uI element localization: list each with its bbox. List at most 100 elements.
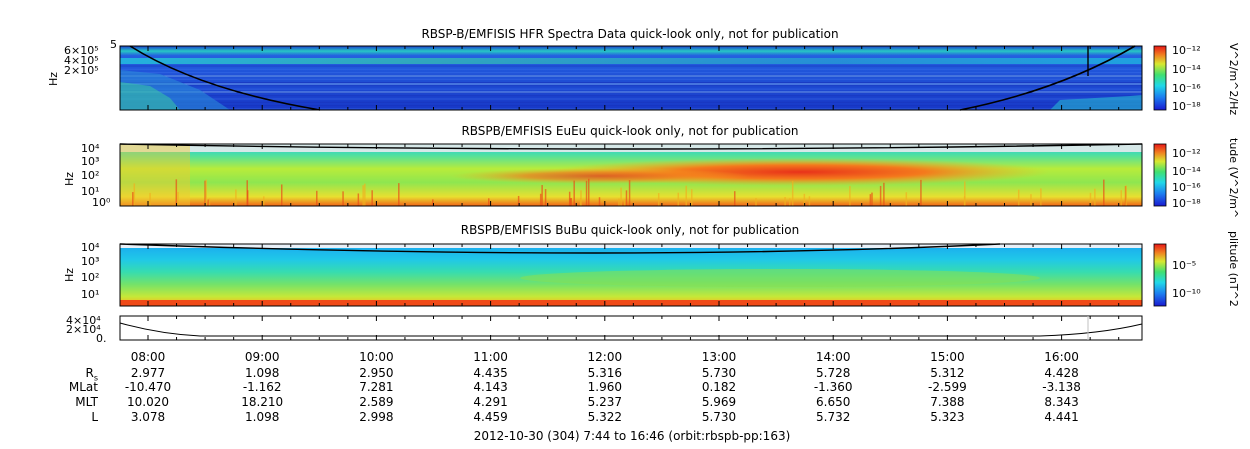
hfr-ytick: 6×10⁵: [64, 44, 99, 57]
eueu-spike: [1030, 194, 1032, 206]
eueu-spike: [569, 198, 572, 206]
ephemeris-value: 8.343: [1044, 395, 1079, 409]
eueu-spike: [205, 179, 207, 206]
eueu-spike: [677, 192, 680, 206]
hfr-panel-title: RBSP-B/EMFISIS HFR Spectra Data quick-lo…: [421, 27, 839, 41]
time-axis-ticks: [147, 46, 1120, 340]
eueu-spike: [246, 180, 248, 206]
hfr-spectrogram: [119, 45, 1143, 111]
hfr-cbar-tick: 10⁻¹⁶: [1172, 82, 1201, 95]
eueu-spike: [398, 183, 400, 206]
ephemeris-value: 4.143: [473, 380, 508, 394]
time-label: 15:00: [930, 350, 965, 364]
eueu-spike: [132, 192, 134, 206]
time-label: 09:00: [244, 350, 280, 364]
eueu-spike: [280, 184, 283, 206]
ephemeris-value: 10.020: [127, 395, 169, 409]
ephemeris-value: 5.730: [701, 366, 737, 380]
eueu-spike: [1103, 179, 1105, 206]
eueu-ylabel: Hz: [63, 171, 76, 186]
eueu-spike: [432, 199, 434, 206]
eueu-spike: [517, 195, 520, 206]
eueu-spike: [879, 185, 882, 206]
line-ytick: 0.: [96, 332, 107, 345]
eueu-spike: [149, 192, 151, 206]
eueu-spike: [789, 198, 791, 206]
bubu-spectrogram: [119, 243, 1143, 307]
eueu-ytick: 10¹: [81, 185, 100, 198]
eueu-spike: [808, 196, 811, 206]
ephemeris-value: 4.428: [1044, 366, 1079, 380]
eueu-spike: [573, 180, 575, 206]
ephemeris-value: 6.650: [816, 395, 851, 409]
bubu-cbar-tick: 10⁻⁵: [1172, 259, 1197, 272]
time-label: 08:00: [130, 350, 166, 364]
eueu-spike: [371, 190, 373, 206]
hfr-cbar-tick: 10⁻¹²: [1172, 44, 1201, 57]
eueu-spike: [207, 199, 210, 206]
hfr-colorbar-label: V^2/m^2/Hz: [1227, 43, 1240, 116]
line-ytick: 2×10⁴: [66, 323, 101, 336]
hfr-cbar-tick: 10⁻¹⁸: [1172, 100, 1201, 113]
ephemeris-value: 4.441: [1044, 410, 1079, 424]
eueu-spike: [364, 183, 366, 206]
eueu-spike: [175, 179, 178, 206]
eueu-cbar-tick: 10⁻¹⁶: [1172, 181, 1201, 194]
hfr-colorbar: [1153, 45, 1167, 111]
eueu-spike: [1094, 188, 1096, 206]
eueu-spike: [691, 189, 693, 206]
eueu-spike: [588, 178, 590, 206]
eueu-spike: [1017, 189, 1020, 206]
eueu-spike: [1040, 188, 1042, 206]
ephemeris-value: 4.291: [473, 395, 508, 409]
ephemeris-value: 4.459: [473, 410, 508, 424]
line-panel: [119, 315, 1143, 341]
eueu-spike: [920, 179, 922, 206]
eueu-spike: [598, 197, 601, 206]
ephemeris-value: 5.312: [930, 366, 965, 380]
hfr-cbar-tick: 10⁻¹⁴: [1172, 63, 1201, 76]
eueu-spike: [316, 190, 318, 206]
eueu-spike: [570, 198, 573, 206]
bubu-ytick: 10²: [81, 271, 100, 284]
eueu-spike: [541, 185, 543, 206]
date-range-footer: 2012-10-30 (304) 7:44 to 16:46 (orbit:rb…: [473, 429, 791, 443]
ephemeris-value: 18.210: [241, 395, 284, 409]
eueu-spike: [784, 197, 786, 206]
eueu-spike: [539, 193, 542, 206]
eueu-spike: [905, 192, 908, 206]
ephemeris-value: 2.977: [130, 366, 166, 380]
eueu-spike: [849, 185, 851, 206]
eueu-spike: [1089, 192, 1092, 206]
eueu-spike: [342, 191, 344, 206]
eueu-spike: [133, 183, 136, 206]
eueu-ytick: 10³: [81, 155, 100, 168]
ephemeris-value: 1.960: [587, 380, 622, 394]
hfr-ylabel: Hz: [47, 71, 60, 86]
eueu-spike: [544, 189, 547, 206]
hfr-ytick-top: 5: [110, 38, 117, 51]
eueu-spike: [625, 190, 628, 206]
time-label: 14:00: [815, 350, 851, 364]
ephemeris-value: 1.098: [245, 410, 280, 424]
ephemeris-value: 5.732: [816, 410, 851, 424]
ephemeris-value: -1.162: [242, 380, 282, 394]
eueu-spike: [755, 198, 757, 206]
bubu-panel-title: RBSPB/EMFISIS BuBu quick-look only, not …: [460, 223, 800, 237]
ephem-label-rs: Rs: [85, 366, 98, 383]
ephemeris-value: 1.098: [245, 366, 280, 380]
ephemeris-value: 5.237: [587, 395, 622, 409]
ephemeris-value: 5.316: [587, 366, 622, 380]
ephemeris-value: -2.599: [928, 380, 967, 394]
eueu-spike: [1125, 185, 1127, 206]
ephemeris-value: -10.470: [124, 380, 172, 394]
eueu-ytick: 10⁴: [81, 142, 100, 155]
eueu-spike: [1120, 190, 1122, 206]
eueu-cbar-tick: 10⁻¹⁸: [1172, 197, 1201, 210]
eueu-cbar-tick: 10⁻¹⁴: [1172, 165, 1201, 178]
time-label: 16:00: [1044, 350, 1079, 364]
eueu-spike: [623, 198, 626, 206]
hfr-ytick: 4×10⁵: [64, 54, 99, 67]
bubu-ytick: 10³: [81, 255, 100, 268]
ephemeris-value: 2.998: [359, 410, 394, 424]
